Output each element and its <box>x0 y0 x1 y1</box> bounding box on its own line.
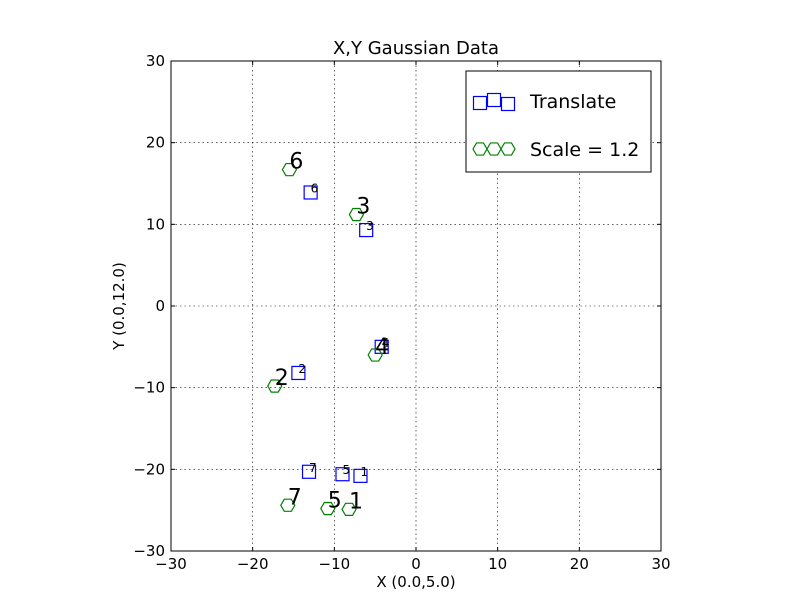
y-tick-label: −30 <box>133 542 165 560</box>
legend-label-translate: Translate <box>529 91 616 113</box>
axis-ticks: −30 −20 −10 0 10 20 30 −30 −20 −10 0 10 20 30 <box>133 52 670 573</box>
point-label: 1 <box>349 489 363 514</box>
x-tick-label: 20 <box>570 555 589 573</box>
scale-point <box>320 501 336 516</box>
point-label: 4 <box>375 335 389 360</box>
scale-point <box>367 348 383 362</box>
point-label: 2 <box>275 366 289 391</box>
x-tick-label: −20 <box>237 555 269 573</box>
legend-label-scale: Scale = 1.2 <box>530 139 639 161</box>
point-label: 3 <box>356 195 370 220</box>
scale-point <box>280 498 296 512</box>
scale-point <box>281 162 298 177</box>
legend-markers <box>472 92 516 156</box>
y-tick-label: −10 <box>133 379 165 397</box>
chart-title: X,Y Gaussian Data <box>333 38 499 59</box>
legend-marker <box>486 92 502 108</box>
x-tick-label: 10 <box>488 555 507 573</box>
point-label: 6 <box>289 150 303 175</box>
point-label: 1 <box>360 465 368 479</box>
point-label: 7 <box>309 461 317 475</box>
scale-point <box>348 207 365 222</box>
point-label: 4 <box>382 336 390 350</box>
legend-marker <box>472 142 488 156</box>
point-label: 5 <box>343 463 351 477</box>
point-label: 5 <box>328 489 342 514</box>
y-axis-label: Y (0.0,12.0) <box>110 262 128 351</box>
scale-point <box>341 502 357 517</box>
y-tick-label: 30 <box>146 52 165 70</box>
x-tick-label: 30 <box>651 555 670 573</box>
y-tick-label: 20 <box>146 134 165 152</box>
legend: Translate Scale = 1.2 <box>465 70 652 173</box>
translate-point <box>359 222 374 238</box>
x-tick-label: −10 <box>319 555 351 573</box>
point-label: 7 <box>288 485 302 510</box>
legend-marker <box>500 96 516 112</box>
x-axis-label: X (0.0,5.0) <box>376 573 455 591</box>
y-tick-label: 0 <box>155 297 165 315</box>
legend-marker <box>472 95 488 111</box>
translate-point <box>301 464 317 479</box>
legend-marker <box>500 142 516 156</box>
translate-point <box>335 467 350 482</box>
point-label: 2 <box>298 362 306 376</box>
point-label: 3 <box>366 219 374 233</box>
y-tick-label: 10 <box>146 215 165 233</box>
x-tick-label: −30 <box>155 555 187 573</box>
point-label: 6 <box>311 181 319 195</box>
legend-marker <box>486 142 502 156</box>
translate-point <box>353 468 368 483</box>
x-tick-label: 0 <box>411 555 421 573</box>
data-markers <box>267 162 389 517</box>
translate-point <box>303 185 318 200</box>
y-tick-label: −20 <box>133 460 165 478</box>
translate-point <box>291 365 306 381</box>
scale-point <box>267 379 283 393</box>
